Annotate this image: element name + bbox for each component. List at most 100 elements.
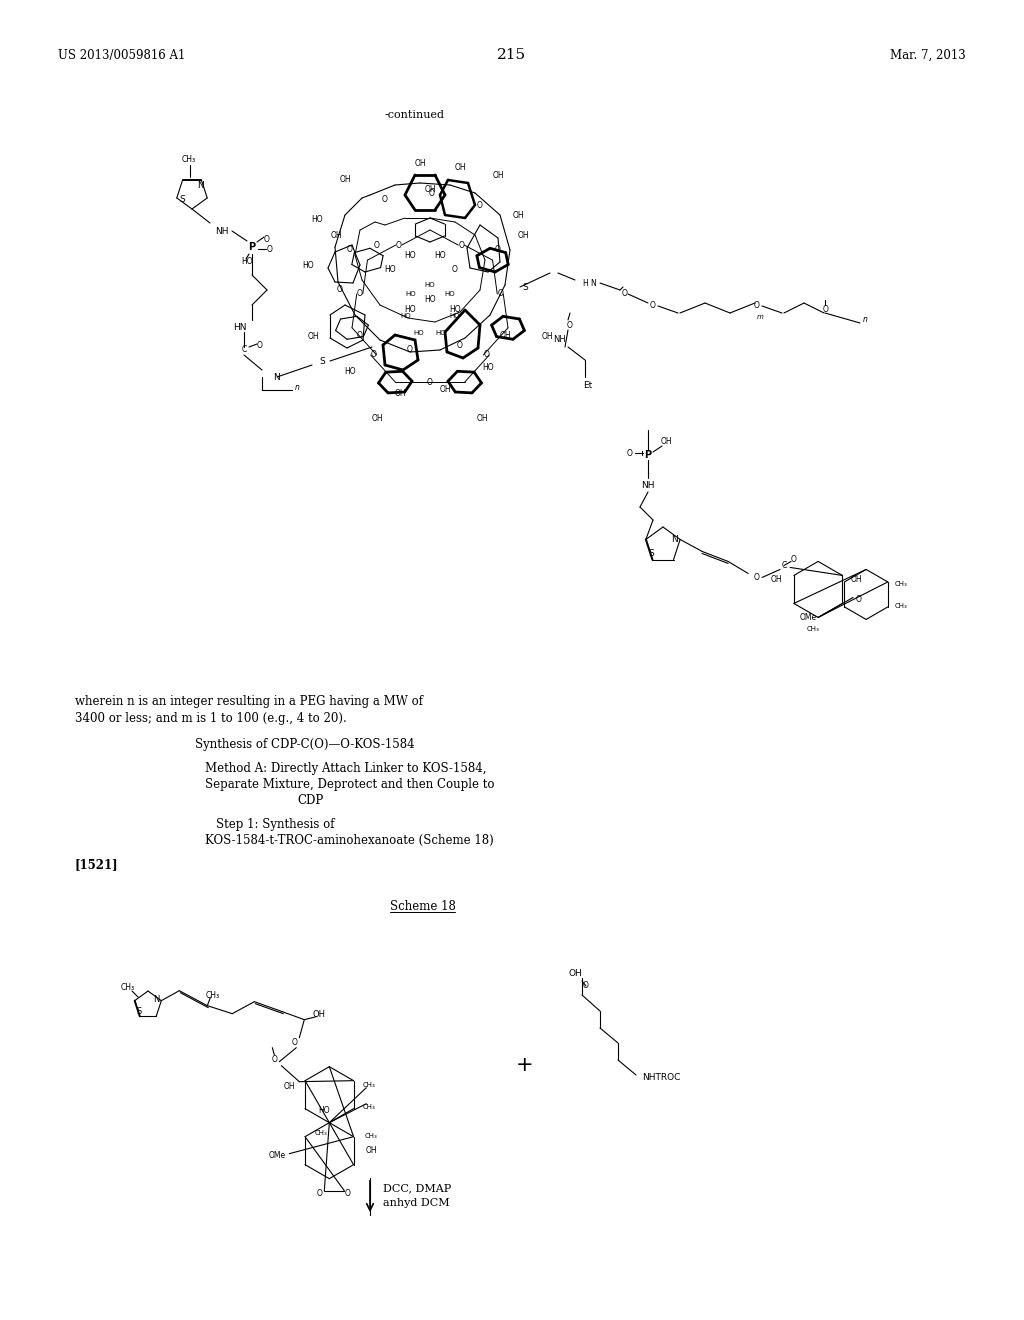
Text: OH: OH xyxy=(366,1146,377,1155)
Text: O: O xyxy=(271,1055,278,1064)
Text: OH: OH xyxy=(439,385,451,395)
Text: N: N xyxy=(672,536,678,544)
Text: Step 1: Synthesis of: Step 1: Synthesis of xyxy=(216,818,334,832)
Text: O: O xyxy=(583,982,589,990)
Text: OH: OH xyxy=(312,1010,326,1019)
Text: HO: HO xyxy=(434,251,445,260)
Text: O: O xyxy=(483,350,489,359)
Text: O: O xyxy=(264,235,270,243)
Text: HO: HO xyxy=(424,296,436,305)
Text: N: N xyxy=(590,279,596,288)
Text: HO: HO xyxy=(482,363,494,372)
Text: HO: HO xyxy=(450,313,460,318)
Text: HO: HO xyxy=(404,305,416,314)
Text: OH: OH xyxy=(512,210,524,219)
Text: -continued: -continued xyxy=(385,110,445,120)
Text: CH₃: CH₃ xyxy=(895,603,907,610)
Text: N: N xyxy=(273,372,281,381)
Text: anhyd DCM: anhyd DCM xyxy=(383,1199,450,1208)
Text: O: O xyxy=(855,595,861,605)
Text: CH₃: CH₃ xyxy=(205,991,219,1001)
Text: OH: OH xyxy=(414,158,426,168)
Text: CH₃: CH₃ xyxy=(121,982,135,991)
Text: O: O xyxy=(356,289,362,298)
Text: CH₃: CH₃ xyxy=(182,156,196,165)
Text: OH: OH xyxy=(372,413,384,422)
Text: OH: OH xyxy=(331,231,342,240)
Text: O: O xyxy=(316,1189,323,1199)
Text: O: O xyxy=(429,189,435,198)
Text: H: H xyxy=(582,279,588,288)
Text: 3400 or less; and m is 1 to 100 (e.g., 4 to 20).: 3400 or less; and m is 1 to 100 (e.g., 4… xyxy=(75,711,347,725)
Text: O: O xyxy=(337,285,343,294)
Text: HO: HO xyxy=(302,260,313,269)
Text: OH: OH xyxy=(770,576,782,583)
Text: O: O xyxy=(754,573,759,582)
Text: O: O xyxy=(382,195,388,205)
Text: S: S xyxy=(179,194,185,203)
Text: HO: HO xyxy=(450,305,461,314)
Text: CH₃: CH₃ xyxy=(362,1081,376,1088)
Text: O: O xyxy=(344,1189,350,1199)
Text: HO: HO xyxy=(242,257,253,267)
Text: HO: HO xyxy=(444,292,455,297)
Text: CH₃: CH₃ xyxy=(362,1104,376,1110)
Text: n: n xyxy=(862,315,867,325)
Text: m: m xyxy=(757,314,764,319)
Text: Mar. 7, 2013: Mar. 7, 2013 xyxy=(890,49,966,62)
Text: O: O xyxy=(292,1038,297,1047)
Text: wherein n is an integer resulting in a PEG having a MW of: wherein n is an integer resulting in a P… xyxy=(75,696,423,708)
Text: HO: HO xyxy=(435,330,446,335)
Text: O: O xyxy=(754,301,760,310)
Text: CH₃: CH₃ xyxy=(895,581,907,587)
Text: OH: OH xyxy=(307,333,318,341)
Text: HO: HO xyxy=(425,282,435,288)
Text: NH: NH xyxy=(554,335,566,345)
Text: O: O xyxy=(452,265,458,275)
Text: O: O xyxy=(498,289,503,298)
Text: O: O xyxy=(567,321,573,330)
Text: OH: OH xyxy=(850,576,862,583)
Text: HO: HO xyxy=(311,215,323,224)
Text: O: O xyxy=(791,554,796,564)
Text: P: P xyxy=(249,242,256,252)
Text: N: N xyxy=(198,181,205,190)
Text: OH: OH xyxy=(568,969,582,978)
Text: OH: OH xyxy=(660,437,672,446)
Text: NH: NH xyxy=(641,480,654,490)
Text: O: O xyxy=(495,246,501,255)
Text: O: O xyxy=(257,341,263,350)
Text: Et: Et xyxy=(584,380,593,389)
Text: O: O xyxy=(459,240,464,249)
Text: O: O xyxy=(396,240,401,249)
Text: O: O xyxy=(267,246,273,255)
Text: HO: HO xyxy=(404,251,416,260)
Text: n: n xyxy=(295,383,299,392)
Text: Separate Mixture, Deprotect and then Couple to: Separate Mixture, Deprotect and then Cou… xyxy=(205,777,495,791)
Text: C: C xyxy=(781,561,786,570)
Text: US 2013/0059816 A1: US 2013/0059816 A1 xyxy=(58,49,185,62)
Text: DCC, DMAP: DCC, DMAP xyxy=(383,1183,452,1193)
Text: NHTROC: NHTROC xyxy=(642,1072,680,1081)
Text: S: S xyxy=(522,282,528,292)
Text: HN: HN xyxy=(233,322,247,331)
Text: [1521]: [1521] xyxy=(75,858,119,871)
Text: O: O xyxy=(357,330,362,339)
Text: N: N xyxy=(153,995,159,1005)
Text: O: O xyxy=(371,350,377,359)
Text: 215: 215 xyxy=(498,48,526,62)
Text: O: O xyxy=(347,246,353,255)
Text: NH: NH xyxy=(215,227,228,235)
Text: OMe: OMe xyxy=(800,612,817,622)
Text: O: O xyxy=(427,378,433,387)
Text: S: S xyxy=(136,1007,141,1016)
Text: HO: HO xyxy=(406,292,416,297)
Text: +: + xyxy=(516,1055,534,1074)
Text: OMe: OMe xyxy=(268,1151,286,1160)
Text: CDP: CDP xyxy=(297,795,324,807)
Text: OH: OH xyxy=(284,1082,295,1092)
Text: OH: OH xyxy=(493,170,504,180)
Text: Method A: Directly Attach Linker to KOS-1584,: Method A: Directly Attach Linker to KOS-… xyxy=(205,762,486,775)
Text: HO: HO xyxy=(344,367,355,376)
Text: S: S xyxy=(648,549,654,557)
